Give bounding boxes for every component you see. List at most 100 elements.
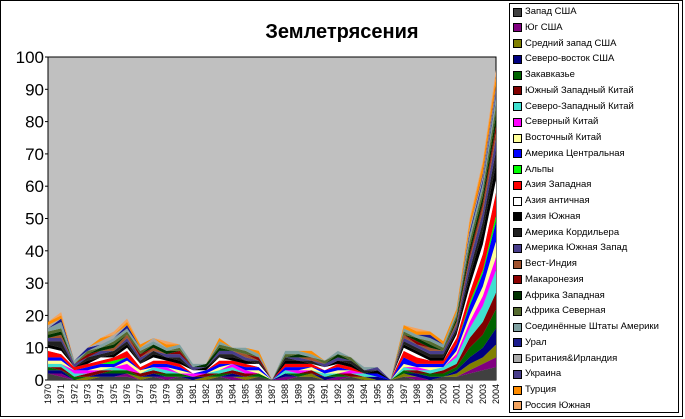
series-area-2 xyxy=(48,344,496,380)
x-tick-label: 1991 xyxy=(320,384,330,404)
legend-item: Закавказье xyxy=(513,68,575,82)
x-tick-label: 2002 xyxy=(465,384,475,404)
legend-swatch xyxy=(513,212,522,222)
legend-item: Азия античная xyxy=(513,194,590,208)
y-tick-label: 80 xyxy=(25,113,44,132)
legend-swatch xyxy=(513,291,522,300)
y-tick-label: 90 xyxy=(25,80,44,99)
legend-swatch xyxy=(513,102,522,111)
legend-swatch xyxy=(513,243,522,253)
x-tick-label: 1979 xyxy=(162,384,172,404)
series-area-17 xyxy=(48,124,496,380)
x-tick-label: 1970 xyxy=(43,384,53,404)
legend-swatch xyxy=(513,7,522,17)
series-area-15 xyxy=(48,137,496,380)
legend-label: Америка Центральная xyxy=(525,147,625,159)
legend-swatch xyxy=(513,23,522,33)
legend-item: Британия&Ирландия xyxy=(513,352,617,366)
x-tick-label: 2004 xyxy=(491,384,501,404)
legend-label: Урал xyxy=(525,336,547,348)
legend-item: Турция xyxy=(513,383,556,397)
legend-item: Средний запад США xyxy=(513,37,616,51)
legend-item: Америка Центральная xyxy=(513,147,625,161)
legend-item: Азия Южная xyxy=(513,210,580,224)
legend-item: Африка Западная xyxy=(513,289,605,303)
x-tick-label: 1990 xyxy=(307,384,317,404)
legend-label: Турция xyxy=(525,384,557,395)
x-tick-label: 1973 xyxy=(83,384,93,404)
x-tick-label: 1974 xyxy=(96,384,106,404)
legend-item: Северо-восток США xyxy=(513,52,614,66)
x-tick-label: 1992 xyxy=(333,384,343,404)
legend-label: Запад США xyxy=(525,6,577,17)
legend-swatch xyxy=(513,196,522,206)
legend-item: Юг США xyxy=(513,21,563,35)
x-tick-label: 1997 xyxy=(399,384,409,404)
legend-item: Южный Западный Китай xyxy=(513,84,634,98)
legend-item: Америка Южная Запад xyxy=(513,241,627,255)
x-tick-label: 2001 xyxy=(451,384,461,404)
legend-item: Украина xyxy=(513,367,561,381)
y-tick-label: 60 xyxy=(25,177,44,196)
legend-swatch xyxy=(513,86,522,96)
x-tick-label: 1993 xyxy=(346,384,356,404)
x-tick-label: 2003 xyxy=(478,384,488,404)
legend-label: Северо-восток США xyxy=(525,53,615,65)
legend-item: Соединённые Штаты Америки xyxy=(513,320,659,334)
legend-swatch xyxy=(513,338,522,348)
legend-item: Азия Западная xyxy=(513,178,591,192)
legend-label: Россия Южная xyxy=(525,399,591,411)
x-tick-label: 1975 xyxy=(109,384,119,404)
legend-label: Америка Кордильера xyxy=(525,226,620,238)
legend-label: Макаронезия xyxy=(525,273,584,285)
legend-label: Британия&Ирландия xyxy=(525,352,618,364)
legend-label: Восточный Китай xyxy=(525,132,602,143)
legend-swatch xyxy=(513,228,522,237)
x-tick-label: 2000 xyxy=(438,384,448,404)
legend-swatch xyxy=(513,133,522,143)
legend-swatch xyxy=(513,322,522,332)
legend-label: Азия Западная xyxy=(525,179,592,191)
legend-swatch xyxy=(513,275,522,285)
x-tick-label: 1982 xyxy=(201,384,211,404)
legend-label: Вест-Индия xyxy=(525,258,577,269)
legend-label: Соединённые Штаты Америки xyxy=(525,321,659,332)
legend-swatch xyxy=(513,259,522,269)
legend-item: Россия Южная xyxy=(513,399,590,413)
legend-swatch xyxy=(513,165,522,174)
legend-swatch xyxy=(513,306,522,316)
x-tick-label: 1998 xyxy=(412,384,422,404)
series-areas xyxy=(48,69,496,381)
y-tick-label: 10 xyxy=(25,339,44,358)
legend-label: Закавказье xyxy=(525,69,575,80)
x-tick-label: 1989 xyxy=(293,384,303,404)
legend-swatch xyxy=(513,54,522,64)
legend-swatch xyxy=(513,385,522,395)
legend-label: Америка Южная Запад xyxy=(525,242,628,254)
x-tick-label: 1978 xyxy=(148,384,158,404)
legend-item: Африка Северная xyxy=(513,304,605,318)
x-tick-label: 1995 xyxy=(372,384,382,404)
legend-swatch xyxy=(513,354,522,363)
x-tick-label: 1985 xyxy=(241,384,251,404)
y-tick-label: 50 xyxy=(25,210,44,229)
x-tick-label: 1996 xyxy=(386,384,396,404)
y-tick-label: 0 xyxy=(35,371,44,390)
y-axis: 0 10 20 30 40 50 60 70 80 90 100 xyxy=(16,48,48,390)
x-tick-label: 1983 xyxy=(214,384,224,404)
legend-swatch xyxy=(513,39,522,48)
y-tick-label: 30 xyxy=(25,274,44,293)
legend-swatch xyxy=(513,369,522,379)
legend-label: Северный Китай xyxy=(525,116,599,128)
legend-item: Америка Кордильера xyxy=(513,226,619,240)
x-tick-label: 1999 xyxy=(425,384,435,404)
x-tick-label: 1986 xyxy=(254,384,264,404)
legend-item: Северо-Западный Китай xyxy=(513,100,634,114)
legend-item: Северный Китай xyxy=(513,115,598,129)
series-area-0 xyxy=(48,367,496,380)
y-tick-label: 40 xyxy=(25,242,44,261)
legend-item: Урал xyxy=(513,336,547,350)
legend-label: Азия Южная xyxy=(525,210,581,222)
legend-label: Альпы xyxy=(525,163,554,175)
legend-swatch xyxy=(513,117,522,127)
